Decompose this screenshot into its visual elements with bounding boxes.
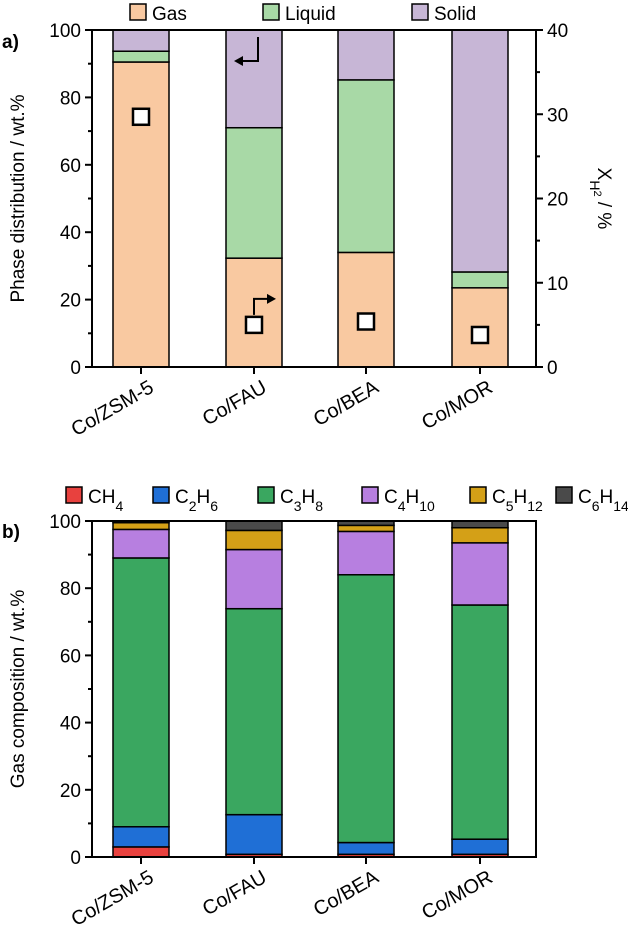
panel-label: a) bbox=[2, 32, 19, 53]
legend-swatch bbox=[129, 3, 147, 21]
x-tick-label-co-mor: Co/MOR bbox=[418, 376, 496, 434]
y-tick-label: 60 bbox=[60, 156, 81, 177]
legend-label: Solid bbox=[434, 4, 476, 25]
y2-tick-label: 10 bbox=[547, 274, 568, 295]
bar-co-mor-c3h8 bbox=[451, 604, 509, 840]
bar-co-bea-c4h10 bbox=[337, 530, 395, 576]
bar-co-fau-solid bbox=[225, 29, 283, 129]
y-tick-label: 20 bbox=[60, 781, 81, 802]
legend-item-solid: Solid bbox=[411, 3, 476, 25]
y-tick-label: 60 bbox=[60, 646, 81, 667]
x-tick-label-co-bea: Co/BEA bbox=[310, 376, 383, 431]
legend-label: C6H14 bbox=[578, 487, 628, 514]
bar-co-bea-solid bbox=[337, 29, 395, 81]
legend-item-c3h8: C3H8 bbox=[257, 486, 323, 514]
y2-tick-label: 30 bbox=[547, 105, 568, 126]
x-tick-label-co-mor: Co/MOR bbox=[418, 866, 496, 924]
bar-co-mor-c2h6 bbox=[451, 838, 509, 856]
marker-xh2-co-zsm-5 bbox=[131, 107, 151, 127]
arrow-line bbox=[240, 37, 259, 62]
bar-co-zsm-5-c3h8 bbox=[112, 557, 170, 828]
y-axis-title: Phase distribution / wt.% bbox=[8, 94, 29, 302]
bar-co-bea-liquid bbox=[337, 79, 395, 254]
bar-co-mor-c6h14 bbox=[451, 520, 509, 529]
marker-xh2-co-fau bbox=[244, 315, 264, 335]
legend-label: C5H12 bbox=[492, 487, 543, 514]
marker-xh2-co-mor bbox=[470, 325, 490, 345]
x-tick-label-co-zsm-5: Co/ZSM-5 bbox=[68, 376, 158, 441]
y-tick-label: 40 bbox=[60, 714, 81, 735]
legend-item-liquid: Liquid bbox=[262, 3, 336, 25]
arrow-line bbox=[253, 297, 270, 315]
arrow-to-left-axis bbox=[234, 37, 259, 66]
y-tick-label: 20 bbox=[60, 291, 81, 312]
legend-label: Gas bbox=[152, 4, 187, 25]
bar-co-mor-c5h12 bbox=[451, 526, 509, 544]
x-tick-label-co-fau: Co/FAU bbox=[199, 376, 271, 430]
x-tick-label-co-bea: Co/BEA bbox=[310, 866, 383, 921]
legend-swatch bbox=[555, 486, 573, 504]
bar-co-fau-liquid bbox=[225, 126, 283, 259]
legend-item-ch4: CH4 bbox=[65, 486, 123, 514]
arrowhead bbox=[267, 293, 276, 304]
bar-co-bea-c2h6 bbox=[337, 841, 395, 856]
bar-co-mor-c4h10 bbox=[451, 542, 509, 606]
legend-label: C4H10 bbox=[384, 487, 435, 514]
bar-co-bea-c3h8 bbox=[337, 574, 395, 844]
y-tick-label: 0 bbox=[70, 358, 81, 379]
bar-co-mor-solid bbox=[451, 29, 509, 273]
arrow-to-right-axis bbox=[253, 293, 276, 315]
legend-label: C3H8 bbox=[280, 487, 323, 514]
bar-co-bea-c5h12 bbox=[337, 524, 395, 533]
y-tick-label: 100 bbox=[49, 512, 81, 533]
bar-co-mor-liquid bbox=[451, 271, 509, 289]
bar-co-fau-c4h10 bbox=[225, 548, 283, 610]
legend-item-c5h12: C5H12 bbox=[469, 486, 543, 514]
bar-co-zsm-5-c2h6 bbox=[112, 826, 170, 848]
legend-swatch bbox=[411, 3, 429, 21]
legend-swatch bbox=[361, 486, 379, 504]
bar-co-fau-c3h8 bbox=[225, 607, 283, 816]
y-tick-label: 80 bbox=[60, 88, 81, 109]
bar-co-bea-gas bbox=[337, 251, 395, 368]
bar-co-fau-c2h6 bbox=[225, 813, 283, 856]
legend-swatch bbox=[469, 486, 487, 504]
legend-swatch bbox=[262, 3, 280, 21]
bar-co-zsm-5-liquid bbox=[112, 50, 170, 63]
y-tick-label: 40 bbox=[60, 223, 81, 244]
legend-swatch bbox=[257, 486, 275, 504]
legend-item-gas: Gas bbox=[129, 3, 187, 25]
y-axis-title: Gas composition / wt.% bbox=[8, 590, 29, 789]
x-tick-label-co-zsm-5: Co/ZSM-5 bbox=[68, 866, 158, 931]
legend-item-c6h14: C6H14 bbox=[555, 486, 628, 514]
x-tick-label-co-fau: Co/FAU bbox=[199, 866, 271, 920]
y-tick-label: 0 bbox=[70, 848, 81, 869]
legend-swatch bbox=[152, 486, 170, 504]
legend-item-c4h10: C4H10 bbox=[361, 486, 435, 514]
bar-co-zsm-5-ch4 bbox=[112, 846, 170, 858]
bar-co-zsm-5-c5h12 bbox=[112, 521, 170, 531]
y2-tick-label: 0 bbox=[547, 358, 558, 379]
bar-co-zsm-5-c4h10 bbox=[112, 528, 170, 559]
y2-tick-label: 20 bbox=[547, 190, 568, 211]
legend-swatch bbox=[65, 486, 83, 504]
bar-co-fau-c5h12 bbox=[225, 529, 283, 551]
bar-co-zsm-5-solid bbox=[112, 29, 170, 52]
arrowhead bbox=[234, 56, 243, 66]
panel-b: 0 20 40 60 80 100 Co/ZSM-5 Co/FAU Co/BEA Co/MOR Ga… bbox=[2, 486, 628, 931]
y2-axis-title: XH2 / % bbox=[587, 168, 614, 230]
marker-xh2-co-bea bbox=[356, 312, 376, 331]
bar-co-fau-c6h14 bbox=[225, 520, 283, 532]
y-tick-label: 100 bbox=[49, 21, 81, 42]
legend-label: CH4 bbox=[88, 487, 123, 514]
legend-label: C2H6 bbox=[175, 487, 218, 514]
legend-item-c2h6: C2H6 bbox=[152, 486, 218, 514]
y-tick-label: 80 bbox=[60, 579, 81, 600]
y2-tick-label: 40 bbox=[547, 21, 568, 42]
legend-label: Liquid bbox=[285, 4, 336, 25]
panel-label: b) bbox=[2, 522, 20, 543]
